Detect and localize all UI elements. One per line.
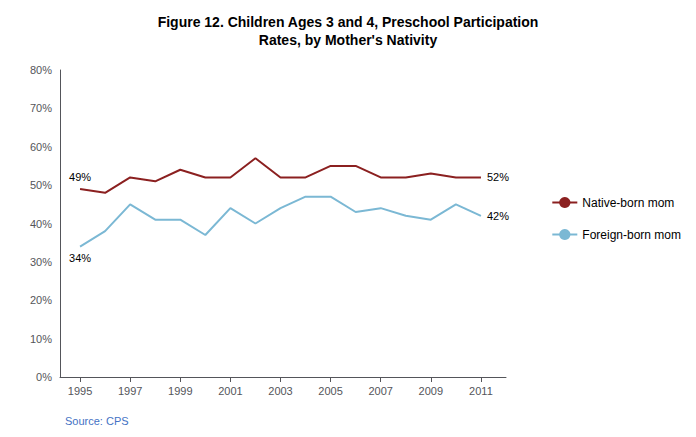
svg-text:2003: 2003: [268, 385, 292, 397]
svg-text:1997: 1997: [118, 385, 142, 397]
svg-text:2011: 2011: [469, 385, 493, 397]
svg-text:49%: 49%: [69, 171, 91, 183]
svg-text:10%: 10%: [30, 333, 52, 345]
svg-text:20%: 20%: [30, 294, 52, 306]
svg-text:70%: 70%: [30, 102, 52, 114]
svg-text:52%: 52%: [487, 171, 509, 183]
svg-text:1995: 1995: [68, 385, 92, 397]
svg-text:Figure 12. Children Ages 3 and: Figure 12. Children Ages 3 and 4, Presch…: [158, 14, 539, 30]
svg-text:34%: 34%: [69, 252, 91, 264]
svg-text:Source: CPS: Source: CPS: [65, 415, 129, 427]
svg-text:50%: 50%: [30, 179, 52, 191]
svg-text:Native-born mom: Native-born mom: [582, 196, 674, 210]
svg-text:42%: 42%: [487, 210, 509, 222]
svg-text:0%: 0%: [36, 371, 52, 383]
svg-text:2005: 2005: [318, 385, 342, 397]
svg-text:2009: 2009: [419, 385, 443, 397]
svg-text:Rates, by Mother's Nativity: Rates, by Mother's Nativity: [259, 32, 438, 48]
svg-text:40%: 40%: [30, 218, 52, 230]
svg-text:30%: 30%: [30, 256, 52, 268]
svg-text:60%: 60%: [30, 141, 52, 153]
svg-text:1999: 1999: [168, 385, 192, 397]
svg-text:2007: 2007: [368, 385, 392, 397]
svg-text:80%: 80%: [30, 64, 52, 76]
svg-text:2001: 2001: [218, 385, 242, 397]
svg-text:Foreign-born mom: Foreign-born mom: [582, 228, 681, 242]
